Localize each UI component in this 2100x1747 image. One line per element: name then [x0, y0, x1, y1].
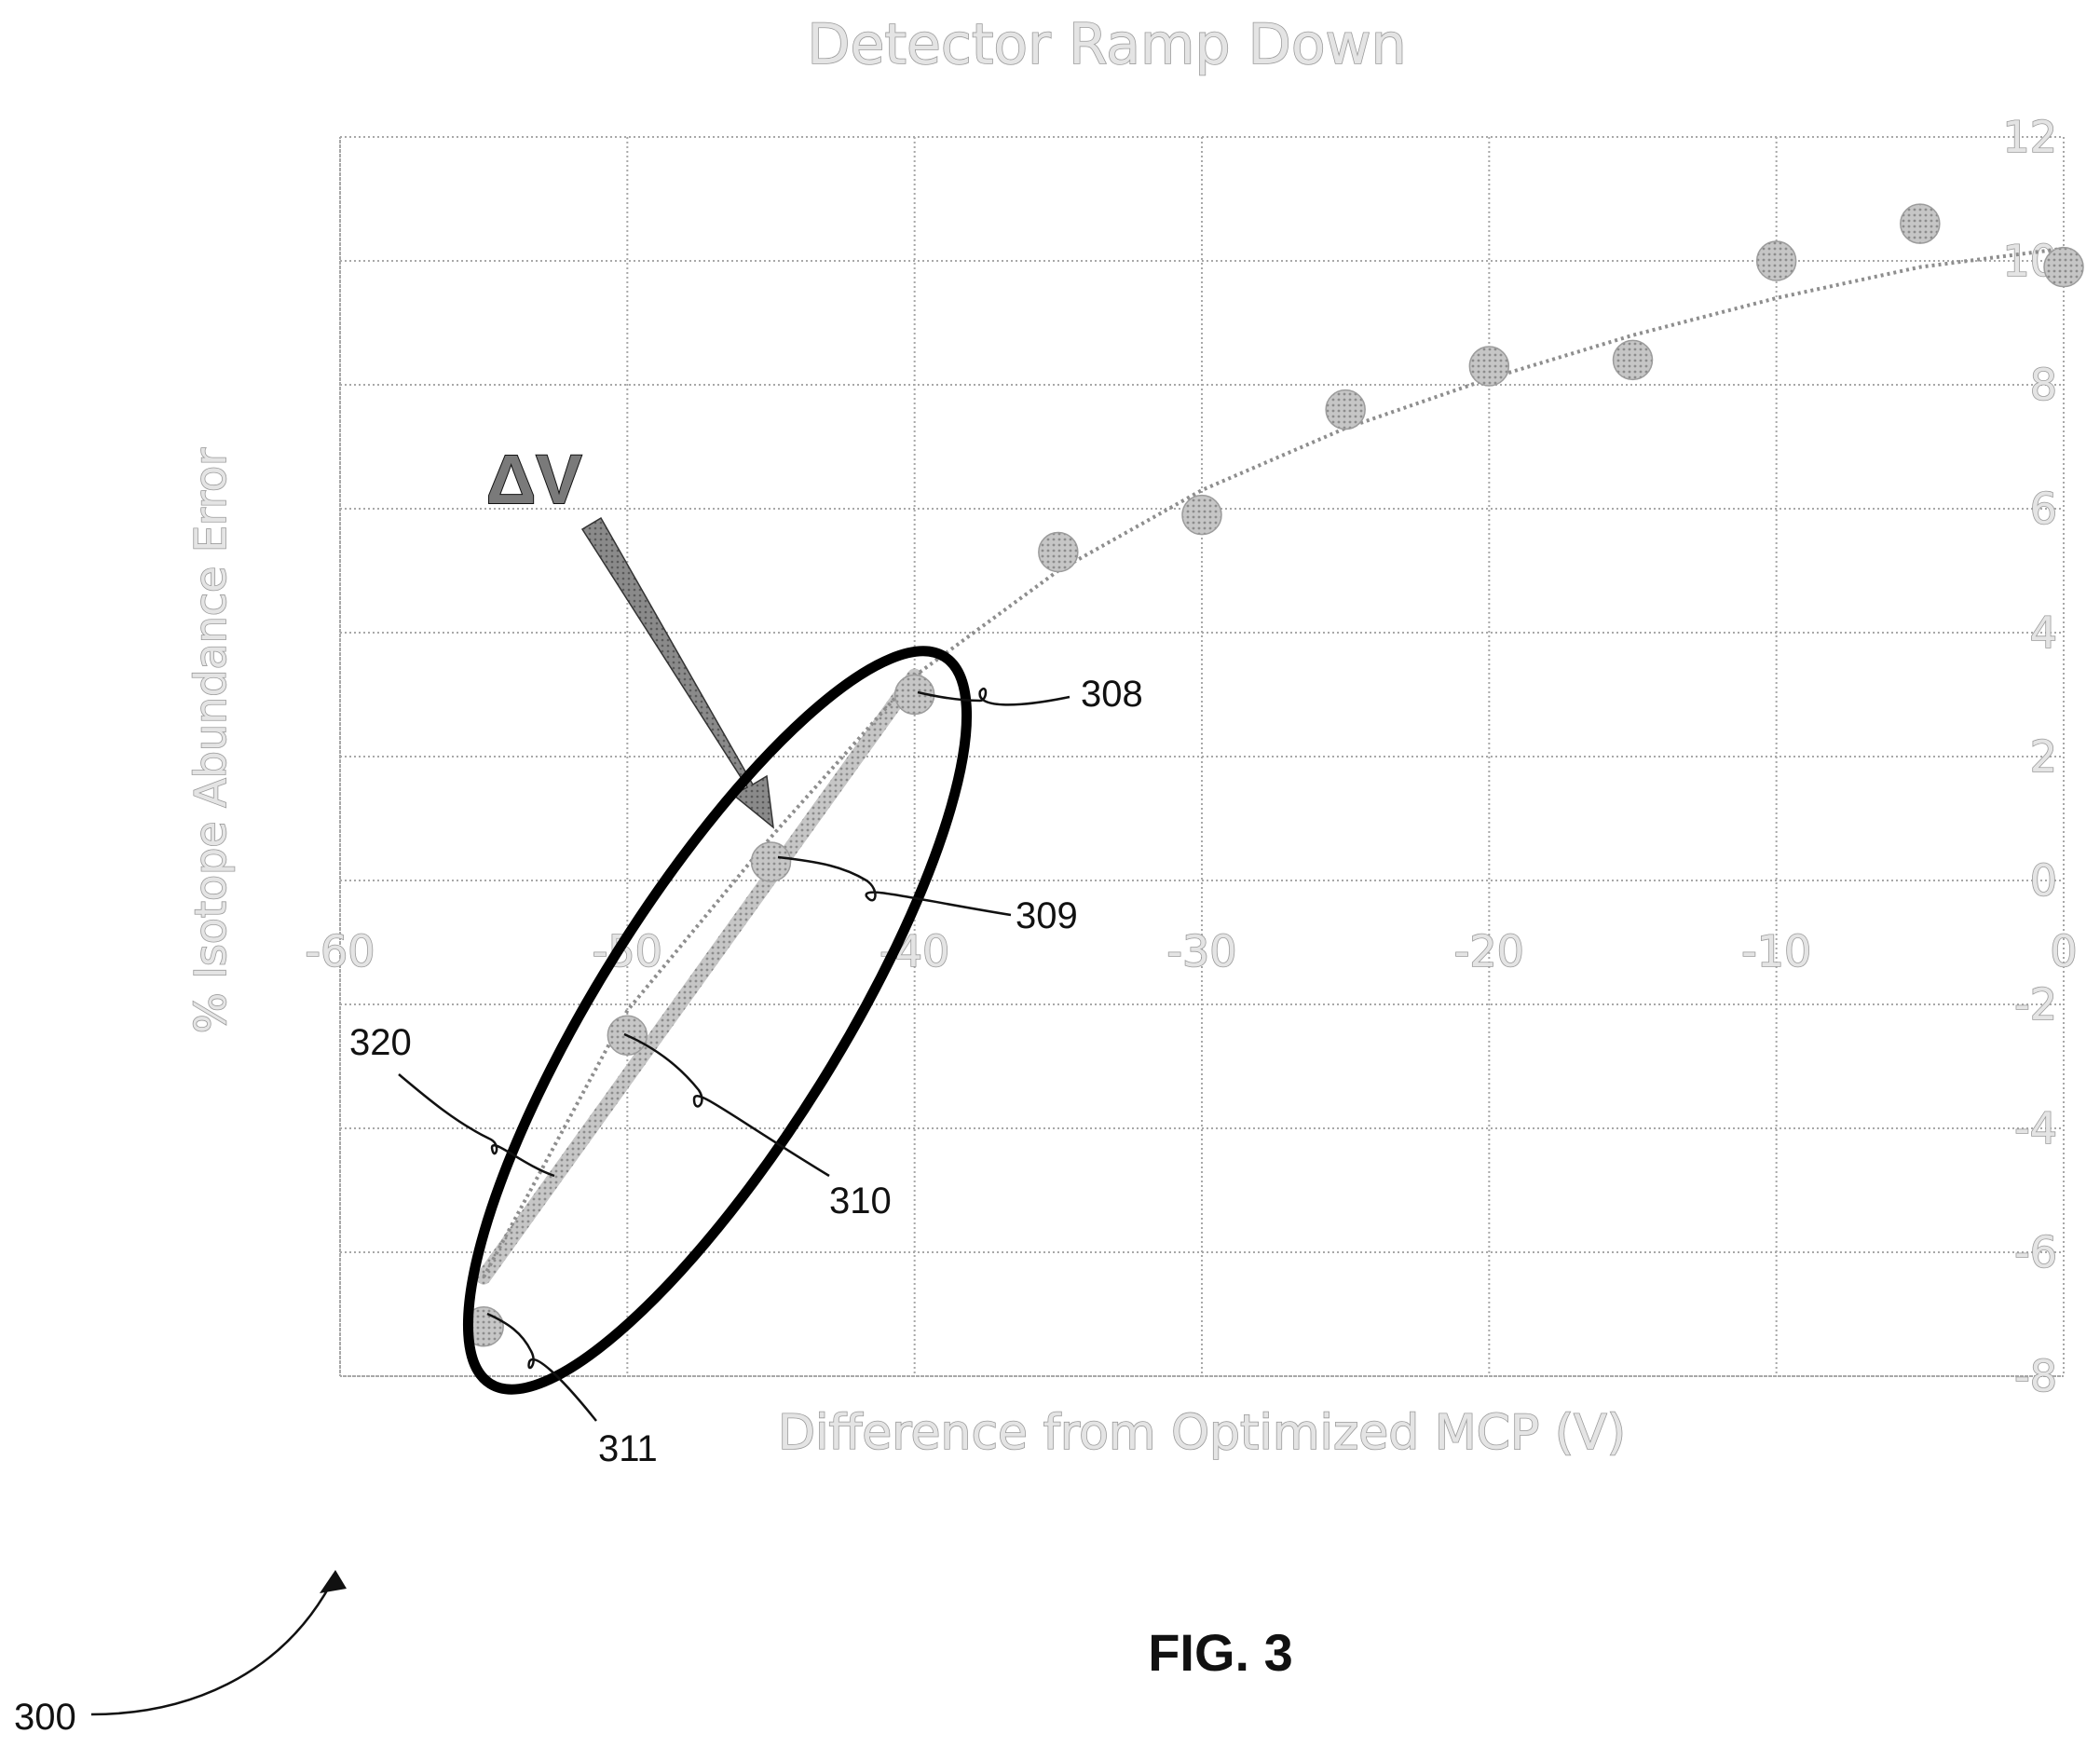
y-tick-label: -6: [2014, 1227, 2057, 1277]
y-tick-label: -2: [2014, 979, 2057, 1030]
x-tick-label: -20: [1454, 926, 1524, 976]
ref-300: 300: [14, 1697, 76, 1738]
leader-311: [486, 1312, 597, 1422]
x-tick-labels: -60 -50 -40 -30 -20 -10 0: [305, 925, 2079, 977]
leader-320: [398, 1073, 555, 1178]
leader-300: [90, 1583, 333, 1716]
y-tick-label: 8: [2030, 360, 2057, 410]
x-axis-label: Difference from Optimized MCP (V): [778, 1405, 1626, 1461]
y-tick-labels: 12 10 8 6 4 2 0 -2 -4 -6 -8: [2002, 111, 2058, 1402]
data-point: [1468, 346, 1510, 387]
data-point: [750, 841, 792, 882]
ref-320: 320: [349, 1022, 412, 1063]
data-point: [1325, 389, 1366, 430]
trend-layer: [482, 246, 2065, 1278]
grid: [339, 136, 2065, 1377]
x-tick-label: -10: [1741, 926, 1811, 976]
plot-frame: [339, 136, 2065, 1377]
points-layer: [463, 203, 2084, 1347]
y-tick-label: -4: [2014, 1103, 2057, 1153]
ref-308: 308: [1081, 674, 1143, 715]
chart-title: Detector Ramp Down: [807, 12, 1406, 77]
x-tick-label: -30: [1166, 926, 1236, 976]
leader-309: [777, 855, 1012, 917]
x-tick-label: 0: [2050, 926, 2077, 976]
delta-v-arrow: [580, 516, 774, 829]
ref-311: 311: [598, 1428, 658, 1469]
data-point: [1755, 240, 1797, 281]
figure-label: FIG. 3: [1148, 1623, 1293, 1682]
ref-309: 309: [1016, 895, 1078, 936]
y-tick-label: 12: [2002, 112, 2057, 162]
leader-308: [917, 688, 1070, 706]
leader-310: [623, 1032, 830, 1178]
fit-layer: [476, 668, 922, 1285]
y-axis-label: % Isotope Abundance Error: [185, 448, 236, 1033]
linear-region-ellipse: [462, 646, 973, 1395]
arrowhead-300: [320, 1570, 347, 1593]
data-point: [1181, 494, 1222, 536]
y-tick-label: 4: [2030, 607, 2057, 658]
y-tick-label: 6: [2030, 484, 2057, 534]
data-point: [1038, 531, 1079, 573]
y-tick-label: 2: [2030, 731, 2057, 782]
y-tick-label: 0: [2030, 855, 2057, 906]
data-point: [1900, 203, 1941, 244]
y-tick-label: -8: [2014, 1351, 2057, 1401]
y-tick-label: 10: [2002, 236, 2057, 286]
ref-310: 310: [829, 1181, 892, 1222]
linear-fit-line: [476, 668, 922, 1285]
trendline: [482, 246, 2065, 1278]
x-tick-label: -60: [305, 926, 375, 976]
delta-v-label: ΔV: [486, 441, 582, 518]
data-point: [2043, 246, 2084, 288]
data-point: [1612, 339, 1654, 381]
